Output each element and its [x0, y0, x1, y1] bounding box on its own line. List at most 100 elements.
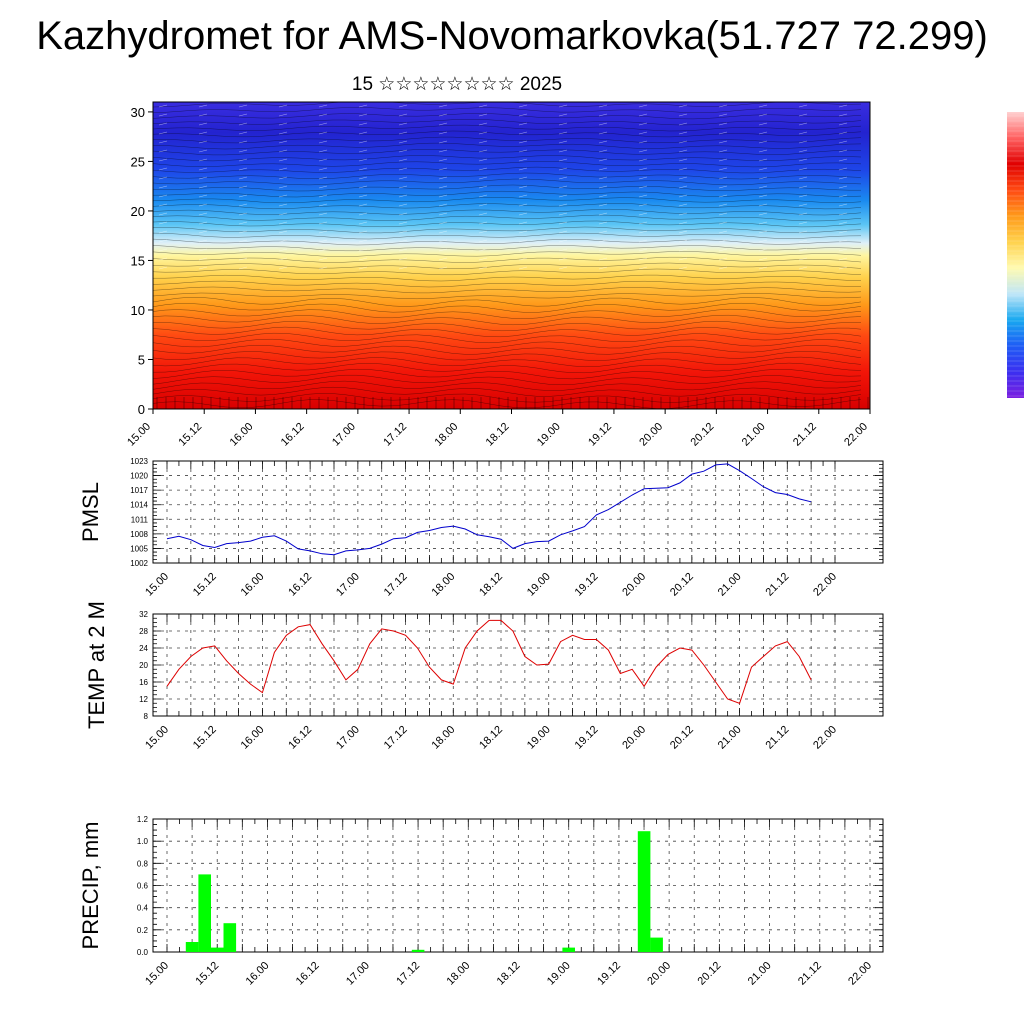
y-tick-label: 0.0 — [137, 948, 149, 957]
panel-frame — [152, 818, 884, 953]
x-tick-label: 19.00 — [545, 960, 573, 988]
precip-bar — [562, 947, 575, 952]
y-tick-label: 0 — [138, 402, 145, 417]
x-tick-label: 20.12 — [668, 724, 696, 752]
y-tick-label: 12 — [139, 695, 148, 704]
x-tick-label: 21.00 — [716, 571, 744, 599]
x-tick-label: 20.00 — [620, 571, 648, 599]
colorbar — [1007, 112, 1024, 398]
y-tick-label: 0.2 — [137, 926, 149, 935]
y-axis-label: PRECIP, mm — [78, 822, 103, 950]
grid-lines — [153, 819, 883, 952]
x-tick-label: 16.00 — [239, 571, 267, 599]
x-tick-label: 21.00 — [746, 960, 774, 988]
x-tick-label: 16.12 — [286, 724, 314, 752]
x-tick-label: 15.00 — [143, 724, 171, 752]
y-tick-label: 0.4 — [137, 904, 149, 913]
x-tick-label: 20.12 — [668, 571, 696, 599]
temp-2m-panel: 8 12 16 20 24 28 32 15.00 15.12 16.00 16.12 17.00 17… — [84, 601, 884, 752]
x-tick-label: 19.12 — [595, 960, 623, 988]
y-axis-label: PMSL — [78, 482, 103, 542]
axis-ticks — [153, 613, 883, 717]
x-tick-label: 15.12 — [193, 960, 221, 988]
x-tick-label: 16.00 — [228, 421, 256, 449]
x-tick-label: 18.12 — [477, 571, 505, 599]
y-tick-label: 10 — [131, 303, 145, 318]
x-tick-label: 22.00 — [842, 421, 870, 449]
x-tick-label: 17.12 — [394, 960, 422, 988]
y-tick-label: 16 — [139, 678, 148, 687]
precip-bar — [411, 949, 425, 952]
y-tick-label: 20 — [131, 204, 145, 219]
chart-title: Kazhydromet for AMS-Novomarkovka(51.727 … — [36, 14, 988, 58]
y-tick-label: 1008 — [130, 530, 148, 539]
y-tick-label: 1011 — [131, 515, 149, 524]
axis-ticks — [153, 818, 883, 953]
x-tick-label: 18.12 — [477, 724, 505, 752]
y-tick-label: 1023 — [130, 457, 148, 466]
x-tick-label: 21.00 — [740, 421, 768, 449]
x-tick-label: 17.12 — [381, 421, 409, 449]
y-tick-label: 1.2 — [137, 815, 149, 824]
x-tick-label: 15.00 — [143, 571, 171, 599]
x-tick-label: 19.12 — [573, 724, 601, 752]
x-tick-label: 18.12 — [495, 960, 523, 988]
x-tick-label: 17.00 — [334, 724, 362, 752]
x-tick-label: 17.00 — [344, 960, 372, 988]
x-tick-label: 17.12 — [382, 571, 410, 599]
y-tick-label: 1020 — [130, 472, 148, 481]
x-tick-label: 22.00 — [846, 960, 874, 988]
x-tick-label: 19.00 — [525, 724, 553, 752]
precip-panel: 0.0 0.2 0.4 0.6 0.8 1.0 1.2 15.00 15.12 16.00 16.1… — [78, 815, 884, 988]
y-tick-label: 1005 — [130, 544, 148, 553]
x-tick-label: 21.12 — [791, 421, 819, 449]
x-tick-label: 15.12 — [191, 571, 219, 599]
x-tick-label: 17.00 — [334, 571, 362, 599]
colorbar-strip — [1007, 112, 1024, 398]
y-tick-label: 0.6 — [137, 882, 149, 891]
grid-lines — [153, 461, 883, 563]
y-tick-label: 32 — [139, 610, 148, 619]
y-tick-label: 0.8 — [137, 859, 149, 868]
y-axis-label: TEMP at 2 M — [84, 601, 109, 729]
x-tick-label: 21.12 — [796, 960, 824, 988]
x-tick-label: 15.00 — [125, 421, 153, 449]
y-tick-label: 1014 — [130, 501, 148, 510]
x-tick-label: 20.12 — [689, 421, 717, 449]
x-tick-label: 16.12 — [294, 960, 322, 988]
x-tick-label: 18.00 — [444, 960, 472, 988]
y-tick-label: 8 — [144, 712, 149, 721]
x-tick-label: 22.00 — [811, 724, 839, 752]
x-tick-label: 18.00 — [432, 421, 460, 449]
y-tick-label: 15 — [131, 253, 145, 268]
y-tick-label: 1.0 — [137, 837, 149, 846]
y-tick-label: 1002 — [130, 559, 148, 568]
chart-subtitle: 15 ☆☆☆☆☆☆☆☆ 2025 — [351, 74, 563, 95]
x-tick-label: 22.00 — [811, 571, 839, 599]
x-tick-label: 19.12 — [573, 571, 601, 599]
x-tick-label: 20.00 — [637, 421, 665, 449]
x-tick-label: 15.12 — [191, 724, 219, 752]
y-tick-label: 25 — [131, 154, 145, 169]
y-tick-label: 24 — [139, 644, 148, 653]
cross-section-panel: 0 5 10 15 20 25 30 15.00 15.12 16.00 16.12 17.00 17.… — [125, 101, 871, 449]
x-tick-label: 16.12 — [279, 421, 307, 449]
x-tick-label: 16.12 — [286, 571, 314, 599]
x-tick-label: 20.00 — [620, 724, 648, 752]
x-tick-label: 16.00 — [239, 724, 267, 752]
x-tick-label: 19.00 — [535, 421, 563, 449]
y-tick-label: 5 — [138, 352, 145, 367]
x-tick-label: 19.00 — [525, 571, 553, 599]
x-tick-label: 21.12 — [763, 724, 791, 752]
x-tick-label: 16.00 — [244, 960, 272, 988]
x-tick-label: 21.00 — [716, 724, 744, 752]
y-tick-label: 20 — [139, 661, 148, 670]
precip-bar — [198, 874, 211, 952]
y-tick-label: 28 — [139, 627, 148, 636]
pmsl-panel: 1002 1005 1008 1011 1014 1017 1020 1023 15.00 15.… — [78, 457, 884, 599]
wind-streamlines — [153, 102, 869, 409]
grid-lines — [153, 614, 883, 716]
precip-bar — [223, 923, 237, 952]
x-tick-label: 18.00 — [429, 571, 457, 599]
series-line — [166, 463, 812, 556]
